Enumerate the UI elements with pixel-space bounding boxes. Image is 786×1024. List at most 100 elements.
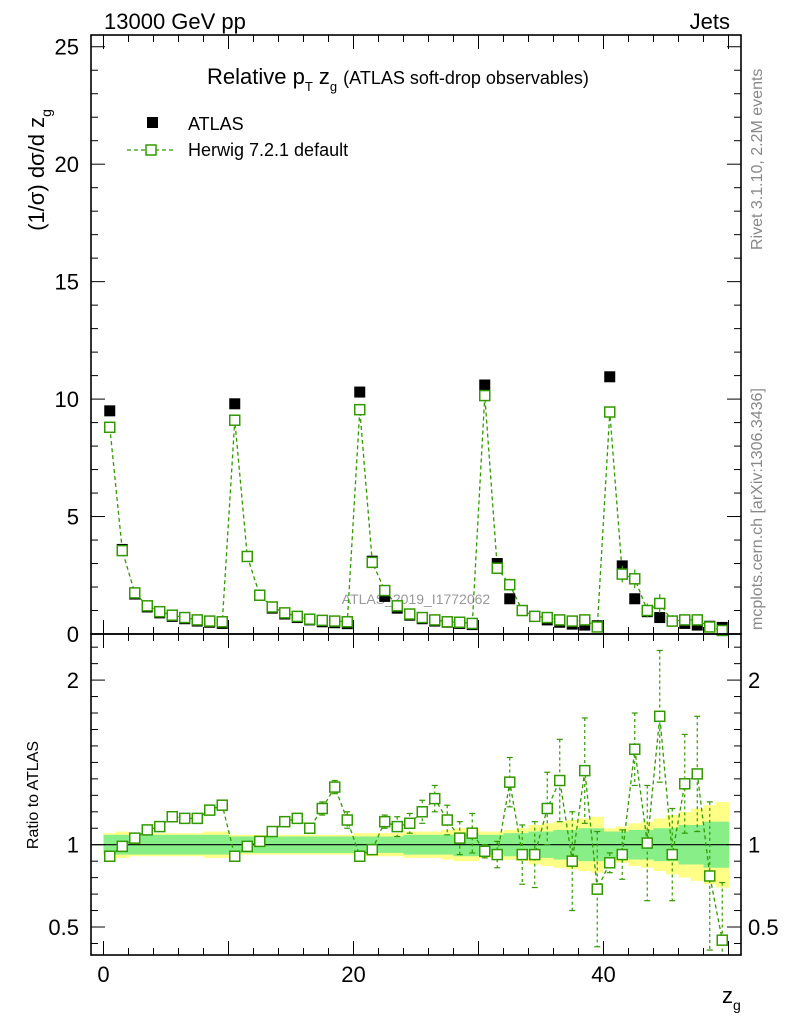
herwig-data-point: [216, 616, 228, 628]
analysis-watermark: ATLAS_2019_I1772062: [342, 591, 491, 607]
ratio-data-point: [666, 848, 678, 861]
x-tick-labels: 0 20 40: [97, 962, 615, 987]
herwig-data-point: [166, 609, 178, 621]
herwig-data-point: [679, 614, 691, 626]
ratio-data-point: [166, 810, 178, 823]
ratio-data-layer: [104, 649, 728, 956]
ratio-data-point: [429, 792, 441, 805]
main-y-tick-label: 20: [55, 152, 79, 177]
main-y-tick-label: 5: [67, 505, 79, 530]
ratio-data-point: [604, 857, 616, 869]
herwig-data-point: [229, 414, 241, 426]
herwig-data-point: [616, 568, 628, 580]
ratio-data-point: [229, 850, 241, 862]
herwig-data-point: [629, 573, 641, 585]
herwig-data-point: [479, 389, 491, 402]
main-y-axis-label-sub: g: [38, 109, 54, 117]
ratio-data-point: [191, 812, 203, 825]
herwig-data-point: [191, 614, 203, 626]
legend: ATLAS Herwig 7.2.1 default: [127, 114, 348, 160]
main-axis-ticks: [91, 35, 741, 635]
header-left: 13000 GeV pp: [104, 9, 246, 34]
atlas-data-point: [604, 371, 616, 383]
title-sub-t: T: [305, 79, 313, 94]
herwig-data-point: [316, 614, 328, 627]
main-y-tick-label: 0: [67, 622, 79, 647]
ratio-data-point: [629, 743, 641, 755]
x-axis-label-sub: g: [733, 997, 741, 1013]
herwig-data-point: [566, 615, 578, 627]
main-y-tick-label: 25: [55, 35, 79, 60]
ratio-data-point: [691, 768, 703, 780]
ratio-data-point: [104, 850, 116, 862]
main-y-tick-label: 10: [55, 387, 79, 412]
herwig-data-point: [554, 614, 566, 626]
ratio-data-point: [266, 825, 278, 838]
x-axis-label: zg: [722, 983, 741, 1013]
x-tick-label: 40: [591, 962, 615, 987]
herwig-data-point: [604, 406, 616, 418]
main-y-tick-label: 15: [55, 270, 79, 295]
herwig-data-point: [466, 617, 478, 630]
title-relative-p: Relative p: [207, 64, 305, 89]
ratio-data-point: [154, 820, 166, 833]
herwig-data-point: [354, 403, 366, 416]
herwig-data-point: [516, 604, 528, 617]
ratio-y-tick-label-right: 1: [748, 833, 760, 858]
ratio-data-point: [391, 820, 403, 833]
ratio-data-point: [366, 843, 378, 856]
main-y-axis-label: (1/σ) dσ/d zg: [24, 109, 54, 231]
ratio-data-point: [716, 934, 728, 946]
x-tick-label: 0: [97, 962, 109, 987]
ratio-frame: [90, 633, 742, 956]
herwig-data-point: [304, 613, 316, 625]
ratio-data-point: [641, 837, 653, 849]
title-sub-g: g: [330, 79, 337, 94]
herwig-data-point: [666, 615, 678, 627]
herwig-data-point: [429, 614, 441, 626]
ratio-data-point: [579, 764, 591, 777]
herwig-data-point: [691, 614, 703, 626]
herwig-data-point: [141, 600, 153, 612]
ratio-y-tick-labels-right: 0.5 1 2: [748, 668, 779, 940]
ratio-data-point: [291, 812, 303, 825]
herwig-data-point: [716, 624, 728, 637]
herwig-data-point: [366, 556, 378, 569]
ratio-data-point: [704, 870, 716, 882]
ratio-data-point: [316, 802, 328, 815]
main-chart-title: Relative pT zg (ATLAS soft-drop observabl…: [207, 64, 589, 94]
legend-atlas-label: ATLAS: [188, 114, 244, 134]
ratio-data-point: [216, 799, 228, 811]
atlas-data-point: [104, 405, 116, 417]
herwig-data-point: [154, 605, 166, 618]
ratio-y-tick-labels: 0.5 1 2: [48, 668, 79, 940]
ratio-data-point: [304, 822, 316, 834]
atlas-data-point: [479, 379, 491, 391]
herwig-data-point: [641, 604, 653, 617]
title-z: z: [313, 64, 330, 89]
atlas-data-point: [629, 593, 641, 605]
x-axis-label-text: z: [722, 983, 733, 1008]
ratio-data-point: [529, 848, 541, 861]
herwig-data-point: [266, 601, 278, 613]
herwig-data-point: [279, 607, 291, 619]
ratio-y-tick-label-right: 0.5: [748, 915, 779, 940]
herwig-data-point: [704, 621, 716, 633]
header-right: Jets: [690, 9, 730, 34]
herwig-data-point: [591, 621, 603, 633]
ratio-data-point: [566, 855, 578, 867]
main-y-axis-label-text: (1/σ) dσ/d z: [24, 117, 49, 231]
ratio-y-tick-label-right: 2: [748, 668, 760, 693]
ratio-data-point: [379, 815, 391, 828]
herwig-data-point: [116, 544, 128, 557]
ratio-y-tick-label: 2: [67, 668, 79, 693]
atlas-data-point: [379, 590, 391, 602]
herwig-data-point: [441, 616, 453, 628]
ratio-data-point: [241, 840, 253, 853]
ratio-data-point: [179, 812, 191, 825]
herwig-data-point: [254, 589, 266, 601]
legend-atlas-marker: [147, 117, 158, 128]
herwig-data-point: [291, 610, 303, 623]
